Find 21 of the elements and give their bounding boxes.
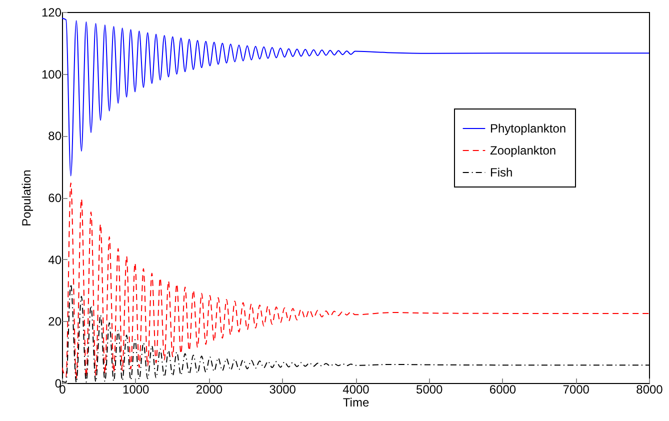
line-series — [62, 182, 649, 379]
x-tick-label: 7000 — [562, 382, 590, 396]
legend-label: Zooplankton — [490, 143, 556, 158]
y-tick-label: 80 — [48, 129, 62, 144]
x-axis-title: Time — [342, 396, 370, 410]
y-tick-label: 20 — [48, 314, 62, 329]
y-tick-label: 40 — [48, 252, 62, 267]
x-tick-label: 6000 — [489, 382, 516, 396]
legend-label: Fish — [490, 165, 513, 180]
y-tick-label: 100 — [41, 67, 62, 82]
x-tick-label: 1000 — [122, 382, 150, 396]
x-tick-label: 2000 — [196, 382, 223, 396]
y-tick-label: 60 — [48, 191, 62, 205]
line-series — [62, 18, 649, 176]
x-tick-label: 4000 — [342, 382, 370, 396]
x-tick-label: 5000 — [416, 382, 444, 396]
legend-label: Phytoplankton — [490, 121, 566, 136]
x-tick-label: 8000 — [636, 382, 664, 396]
x-tick-label: 3000 — [269, 382, 296, 396]
y-axis-title: Population — [19, 170, 34, 226]
y-tick-label: 120 — [41, 6, 62, 20]
